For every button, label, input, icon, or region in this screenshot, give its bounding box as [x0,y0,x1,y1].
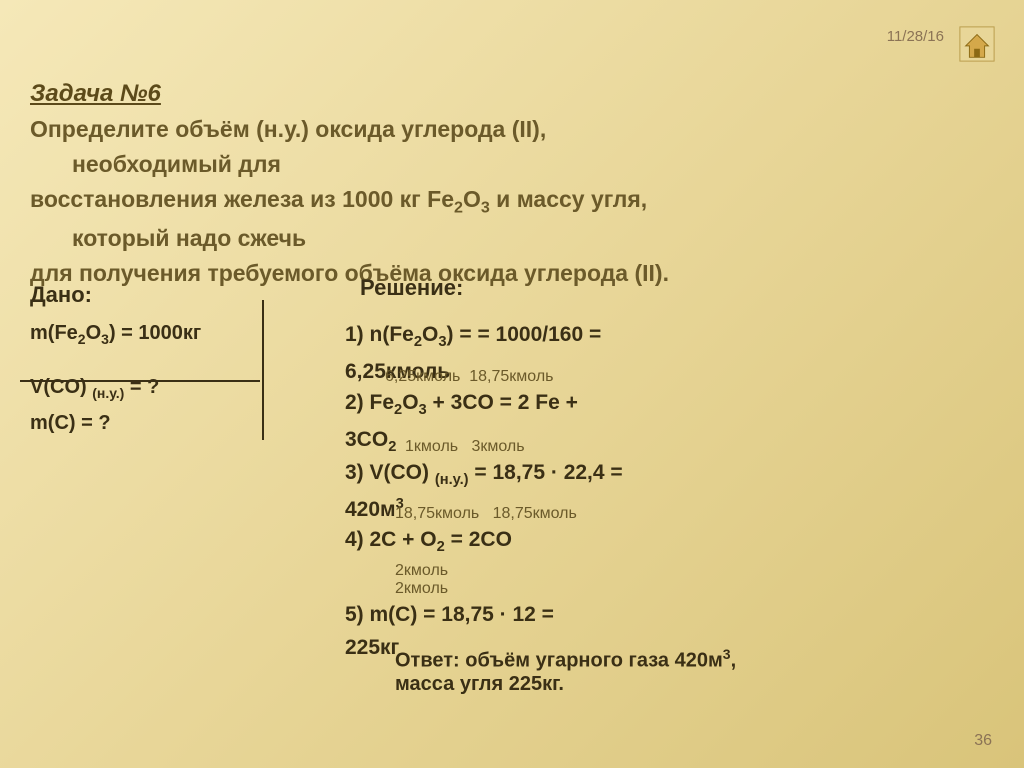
problem-line-2: восстановления железа из 1000 кг Fe2O3 и… [30,184,994,219]
step-4-sub: 2кмоль2кмоль [395,562,945,598]
problem-line-2b: который надо сжечь [30,223,994,254]
page-number: 36 [974,732,992,750]
problem-line-1b: необходимый для [30,149,994,180]
given-box: m(Fe2O3) = 1000кг V(CO) (н.у.) = ? m(C) … [30,320,260,444]
step-3-sub: 18,75кмоль 18,75кмоль [395,505,945,523]
given-mass: m(Fe2O3) = 1000кг [30,320,260,348]
answer-text: Ответ: объём угарного газа 420м3,масса у… [395,646,945,696]
given-label: Дано: [30,282,92,308]
step-3: 3) V(CO) (н.у.) = 18,75 · 22,4 = [345,458,945,491]
home-icon[interactable] [958,25,996,63]
problem-line-3: для получения требуемого объёма оксида у… [30,258,994,289]
problem-line-1: Определите объём (н.у.) оксида углерода … [30,114,994,145]
date-header: 11/28/16 [887,28,944,45]
step-5: 5) m(C) = 18,75 · 12 = [345,600,945,629]
task-title: Задача №6 [30,80,994,108]
step-2-sub: 1кмоль 3кмоль [405,438,945,456]
solution-box: 1) n(Fe2O3) = = 1000/160 = 6,25кмоль 6,2… [345,320,945,696]
step-1-sub: 6,25кмоль 18,75кмоль [385,368,945,386]
step-4: 4) 2C + O2 = 2CO [345,525,945,558]
solution-label: Решение: [360,275,463,301]
divider-horizontal [20,380,260,382]
given-vco: V(CO) (н.у.) = ? [30,374,260,402]
content-area: Задача №6 Определите объём (н.у.) оксида… [0,0,1024,324]
given-mc: m(C) = ? [30,410,260,436]
step-1: 1) n(Fe2O3) = = 1000/160 = [345,320,945,353]
step-2: 2) Fe2O3 + 3CO = 2 Fe + [345,388,945,421]
divider-vertical [262,300,264,440]
